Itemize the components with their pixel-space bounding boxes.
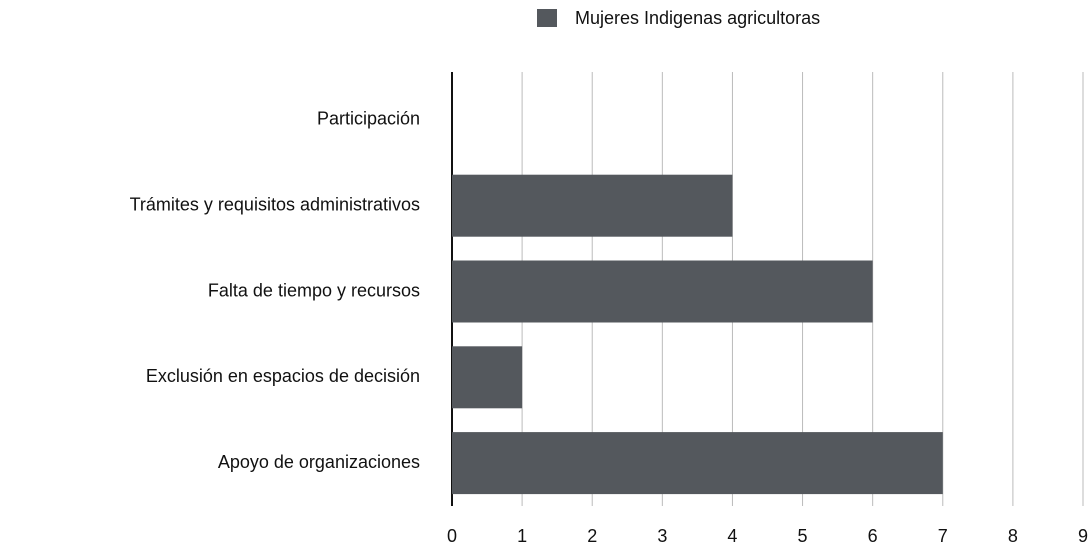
- x-tick-label: 2: [587, 526, 597, 546]
- x-tick-label: 0: [447, 526, 457, 546]
- bar: [452, 260, 873, 323]
- legend-swatch: [537, 9, 557, 27]
- x-tick-label: 5: [798, 526, 808, 546]
- legend-label: Mujeres Indigenas agricultoras: [575, 8, 820, 28]
- y-tick-label: Apoyo de organizaciones: [218, 452, 420, 472]
- y-tick-label: Participación: [317, 109, 420, 129]
- y-tick-label: Trámites y requisitos administrativos: [130, 194, 420, 214]
- x-tick-label: 3: [657, 526, 667, 546]
- bar: [452, 432, 943, 495]
- x-tick-label: 4: [727, 526, 737, 546]
- bar: [452, 174, 733, 237]
- y-tick-label: Exclusión en espacios de decisión: [146, 366, 420, 386]
- x-tick-label: 9: [1078, 526, 1088, 546]
- x-tick-label: 8: [1008, 526, 1018, 546]
- x-tick-label: 1: [517, 526, 527, 546]
- y-tick-label: Falta de tiempo y recursos: [208, 280, 420, 300]
- x-tick-label: 6: [868, 526, 878, 546]
- x-tick-label: 7: [938, 526, 948, 546]
- bar: [452, 346, 523, 409]
